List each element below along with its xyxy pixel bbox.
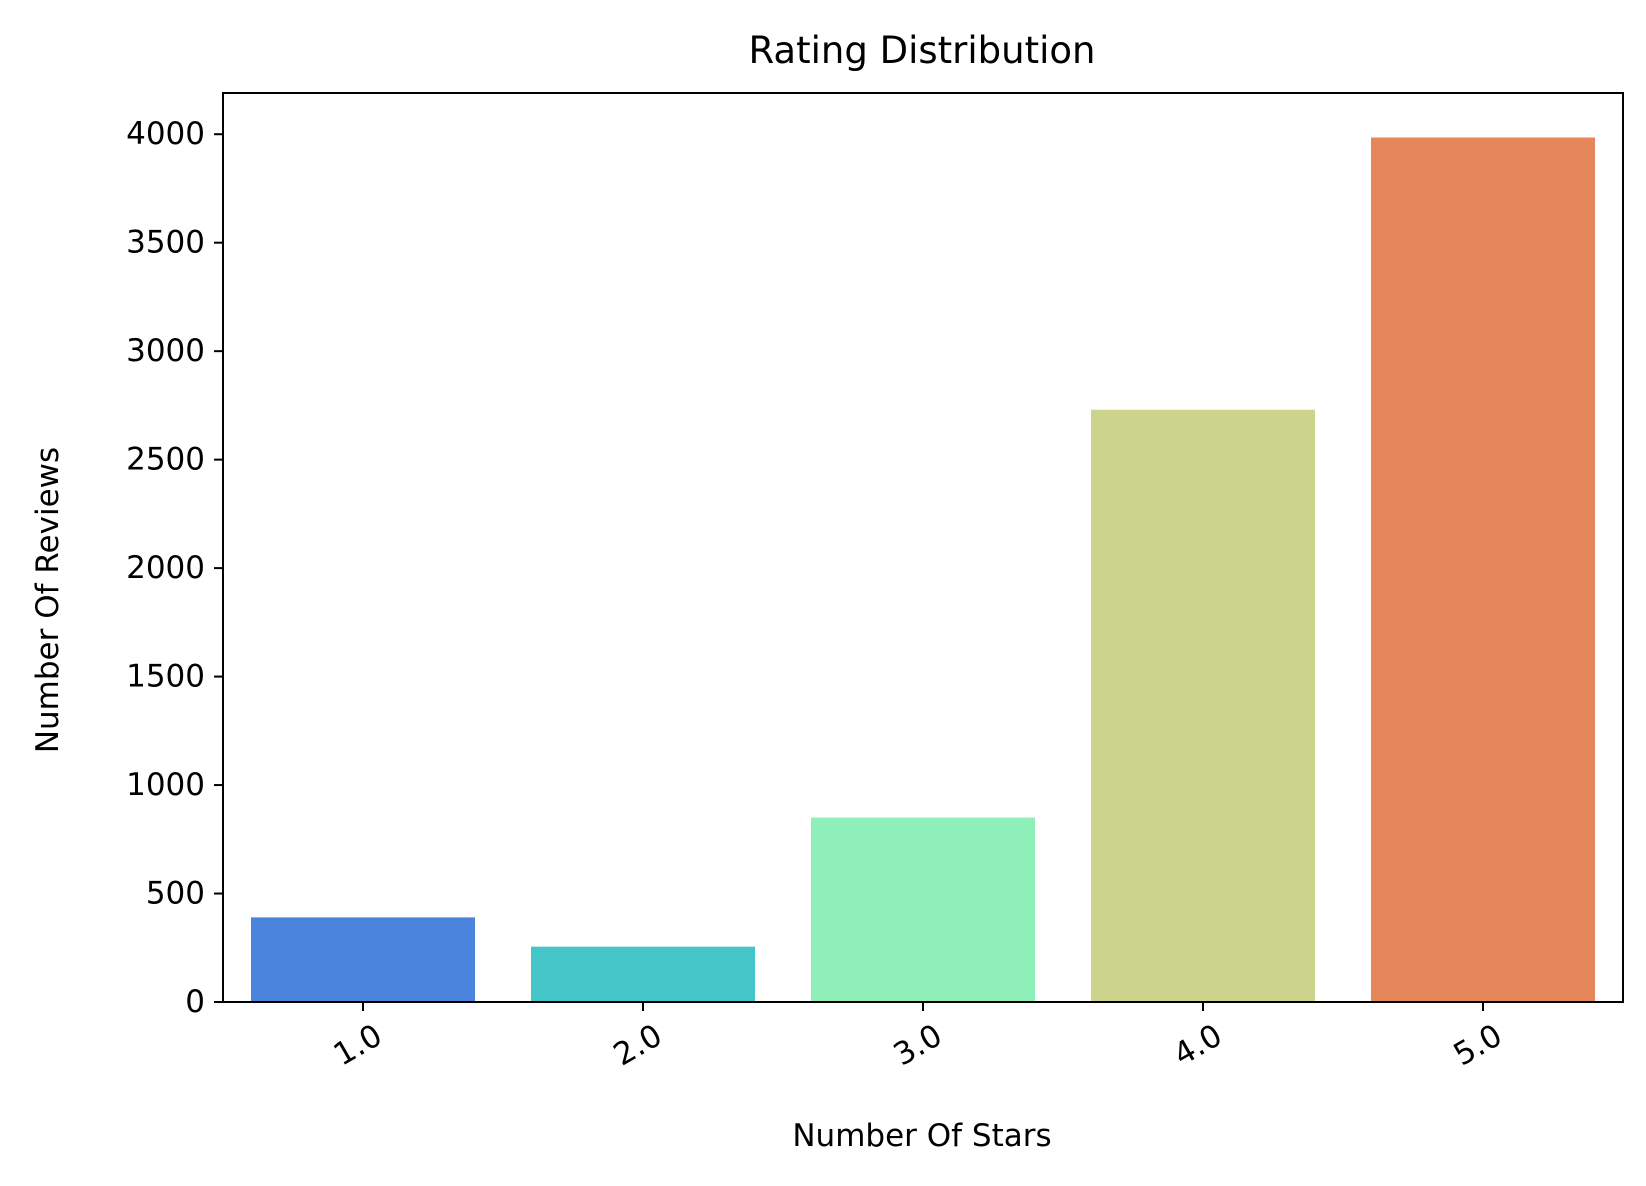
x-tick-label: 4.0 <box>1168 1017 1229 1073</box>
x-tick-label: 1.0 <box>328 1017 389 1073</box>
y-tick-label: 3000 <box>126 333 205 369</box>
y-tick-label: 4000 <box>126 116 205 152</box>
bars-group <box>251 137 1595 1002</box>
chart-title: Rating Distribution <box>749 29 1096 72</box>
bar-2.0 <box>531 946 755 1002</box>
bar-3.0 <box>811 817 1035 1002</box>
y-tick-label: 0 <box>185 984 205 1020</box>
plot-frame <box>222 92 1624 1003</box>
y-tick-label: 2500 <box>126 442 205 478</box>
x-tick-label: 5.0 <box>1448 1017 1509 1073</box>
bar-1.0 <box>251 917 475 1002</box>
x-axis-label: Number Of Stars <box>792 1118 1051 1154</box>
x-tick-label: 2.0 <box>608 1017 669 1073</box>
bar-5.0 <box>1371 137 1595 1002</box>
x-tick-label: 3.0 <box>888 1017 949 1073</box>
y-axis: 0 500 1000 1500 2000 2500 3000 3500 4000 <box>126 116 223 1020</box>
y-tick-label: 3500 <box>126 225 205 261</box>
y-tick-label: 1000 <box>126 767 205 803</box>
y-tick-label: 2000 <box>126 550 205 586</box>
bar-4.0 <box>1091 409 1315 1002</box>
x-axis: 1.0 2.0 3.0 4.0 5.0 <box>328 1002 1509 1073</box>
y-tick-label: 1500 <box>126 659 205 695</box>
y-axis-label: Number Of Reviews <box>30 447 66 753</box>
y-tick-label: 500 <box>146 876 205 912</box>
